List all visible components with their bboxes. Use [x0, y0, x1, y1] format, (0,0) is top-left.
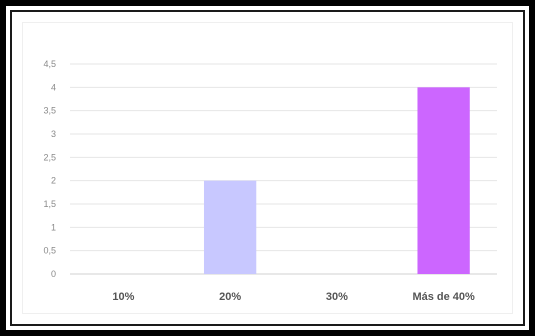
y-tick-label: 0: [51, 269, 56, 279]
y-tick-label: 3,5: [43, 106, 56, 116]
y-tick-label: 4: [51, 82, 56, 92]
y-tick-label: 4,5: [43, 59, 56, 69]
x-category-label: 20%: [219, 291, 241, 303]
bar-chart: 0 0,5 1 1,5 2 2,5 3 3,5 4 4,5 10% 20% 30% Más de 40%: [43, 59, 497, 303]
gridlines: [70, 63, 497, 275]
y-axis-ticks: 0 0,5 1 1,5 2 2,5 3 3,5 4 4,5: [43, 59, 56, 279]
chart-area: 0 0,5 1 1,5 2 2,5 3 3,5 4 4,5 10% 20% 30% Más de 40%: [22, 22, 513, 314]
y-tick-label: 3: [51, 129, 56, 139]
y-tick-label: 2,5: [43, 152, 56, 162]
x-axis-categories: 10% 20% 30% Más de 40%: [112, 291, 475, 303]
y-tick-label: 0,5: [43, 246, 56, 256]
bars: [203, 87, 470, 274]
chart-border: 0 0,5 1 1,5 2 2,5 3 3,5 4 4,5 10% 20% 30% Más de 40%: [6, 6, 529, 330]
x-category-label: 10%: [112, 291, 134, 303]
y-tick-label: 1,5: [43, 199, 56, 209]
y-tick-label: 2: [51, 176, 56, 186]
x-category-label: Más de 40%: [412, 291, 475, 303]
bar: [417, 87, 470, 274]
x-category-label: 30%: [326, 291, 348, 303]
bar: [203, 180, 257, 274]
y-tick-label: 1: [51, 222, 56, 232]
